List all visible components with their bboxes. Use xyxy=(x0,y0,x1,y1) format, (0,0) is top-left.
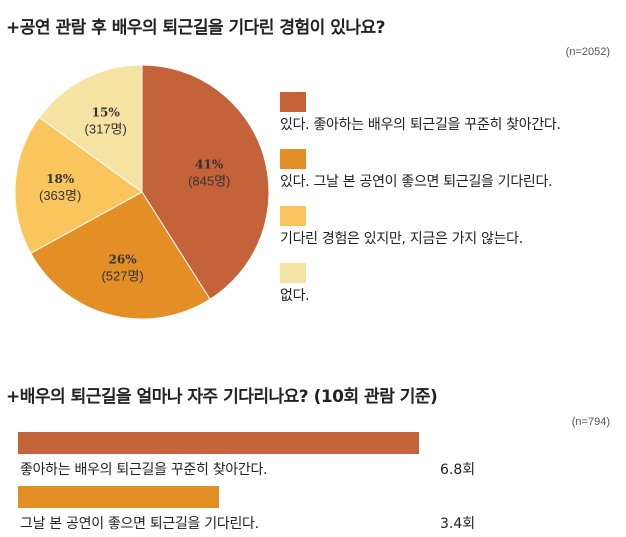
pie-slice-1-count: (845명) xyxy=(188,173,230,188)
legend-item-3: 기다린 경험은 있지만, 지금은 가지 않는다. xyxy=(280,206,523,248)
pie-slice-4-percent: 15% xyxy=(92,106,121,120)
legend-swatch-2 xyxy=(280,149,306,169)
pie-slice-2-count: (527명) xyxy=(101,269,143,284)
pie-chart: 41% (845명) 26% (527명) 18% (363명) 15% (317명) xyxy=(14,64,270,320)
pie-slice-2 xyxy=(30,191,211,320)
bar-sample-size: (n=794) xyxy=(571,416,610,428)
pie-slice-1 xyxy=(141,64,270,300)
legend-label-2: 있다. 그날 본 공연이 좋으면 퇴근길을 기다린다. xyxy=(280,174,553,190)
legend-item-2: 있다. 그날 본 공연이 좋으면 퇴근길을 기다린다. xyxy=(280,149,553,191)
bar-row-1: 좋아하는 배우의 퇴근길을 꾸준히 찾아간다. 6.8회 xyxy=(18,432,618,482)
legend-swatch-3 xyxy=(280,206,306,226)
pie-slice-3-percent: 18% xyxy=(46,172,75,186)
pie-chart-title: +공연 관람 후 배우의 퇴근길을 기다린 경험이 있나요? xyxy=(6,18,385,38)
bar-value-2: 3.4회 xyxy=(440,516,476,532)
bar-chart-title: +배우의 퇴근길을 얼마나 자주 기다리나요? (10회 관람 기준) xyxy=(6,387,438,407)
bar-label-1: 좋아하는 배우의 퇴근길을 꾸준히 찾아간다. xyxy=(20,462,268,478)
pie-slice-3-count: (363명) xyxy=(39,188,81,203)
bar-1 xyxy=(18,432,420,454)
pie-slice-4-count: (317명) xyxy=(85,122,127,137)
bar-label-2: 그날 본 공연이 좋으면 퇴근길을 기다린다. xyxy=(20,516,259,532)
bar-value-1: 6.8회 xyxy=(440,462,476,478)
pie-slice-1-percent: 41% xyxy=(195,157,224,171)
pie-slice-3 xyxy=(14,116,143,254)
bar-2 xyxy=(18,486,219,508)
legend-item-1: 있다. 좋아하는 배우의 퇴근길을 꾸준히 찾아간다. xyxy=(280,92,561,134)
bar-row-2: 그날 본 공연이 좋으면 퇴근길을 기다린다. 3.4회 xyxy=(18,486,618,536)
legend-label-4: 없다. xyxy=(280,288,310,304)
legend-label-3: 기다린 경험은 있지만, 지금은 가지 않는다. xyxy=(280,231,523,247)
legend-item-4: 없다. xyxy=(280,263,310,305)
pie-slice-4 xyxy=(38,64,143,193)
pie-sample-size: (n=2052) xyxy=(565,46,610,58)
legend-swatch-4 xyxy=(280,263,306,283)
legend-label-1: 있다. 좋아하는 배우의 퇴근길을 꾸준히 찾아간다. xyxy=(280,117,561,133)
legend-swatch-1 xyxy=(280,92,306,112)
pie-slice-2-percent: 26% xyxy=(109,253,138,267)
